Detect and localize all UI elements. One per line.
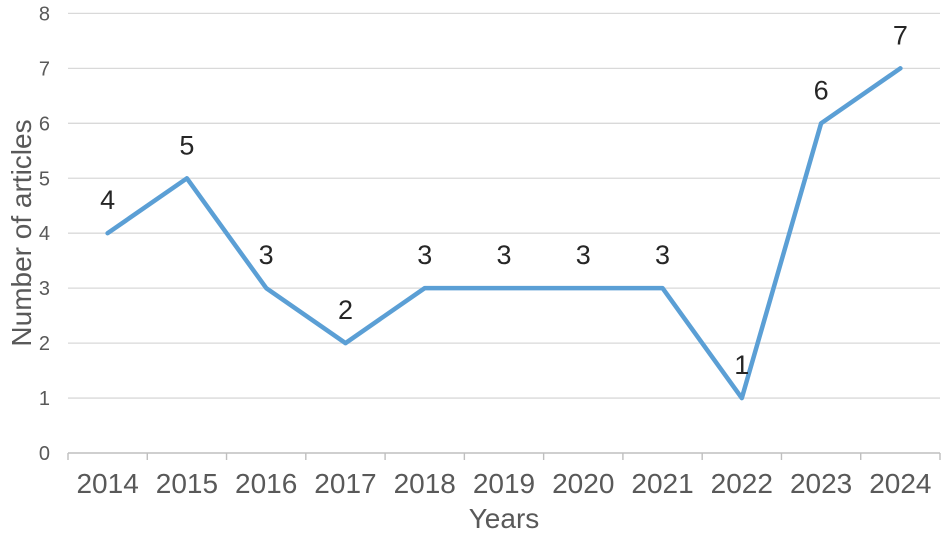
- x-tick-label: 2015: [156, 468, 218, 499]
- x-tick-labels: 2014 2015 2016 2017 2018 2019 2020 2021 2022 2023…: [76, 468, 931, 499]
- x-tick-label: 2020: [552, 468, 614, 499]
- y-tick-label: 5: [39, 168, 50, 190]
- y-tick-label: 2: [39, 333, 50, 355]
- x-axis: [67, 452, 941, 460]
- data-label: 3: [259, 240, 274, 270]
- data-label: 3: [496, 240, 511, 270]
- y-tick-label: 7: [39, 58, 50, 80]
- x-tick-label: 2021: [631, 468, 693, 499]
- y-tick-label: 8: [39, 3, 50, 25]
- y-tick-label: 6: [39, 113, 50, 135]
- y-axis-title: Number of articles: [6, 119, 37, 346]
- series-line: [105, 66, 903, 401]
- gridlines: [68, 12, 940, 399]
- x-tick-label: 2014: [76, 468, 138, 499]
- y-tick-label: 0: [39, 443, 50, 465]
- x-tick-label: 2022: [711, 468, 773, 499]
- data-label: 6: [814, 75, 829, 105]
- x-tick-label: 2024: [869, 468, 931, 499]
- data-label: 5: [179, 130, 194, 160]
- x-axis-title: Years: [469, 503, 540, 534]
- y-tick-label: 3: [39, 278, 50, 300]
- data-label: 2: [338, 295, 353, 325]
- data-label: 7: [893, 20, 908, 50]
- x-tick-label: 2017: [314, 468, 376, 499]
- data-labels: 4 5 3 2 3 3 3 3 1 6 7: [100, 20, 908, 380]
- data-label: 3: [417, 240, 432, 270]
- data-label: 1: [734, 350, 749, 380]
- y-tick-label: 4: [39, 223, 50, 245]
- x-tick-label: 2018: [394, 468, 456, 499]
- data-label: 4: [100, 185, 115, 215]
- series-polyline: [105, 66, 903, 401]
- data-label: 3: [655, 240, 670, 270]
- x-tick-label: 2019: [473, 468, 535, 499]
- y-tick-label: 1: [39, 388, 50, 410]
- x-tick-label: 2023: [790, 468, 852, 499]
- x-tick-label: 2016: [235, 468, 297, 499]
- y-tick-labels: 0 1 2 3 4 5 6 7 8: [39, 3, 50, 465]
- data-label: 3: [576, 240, 591, 270]
